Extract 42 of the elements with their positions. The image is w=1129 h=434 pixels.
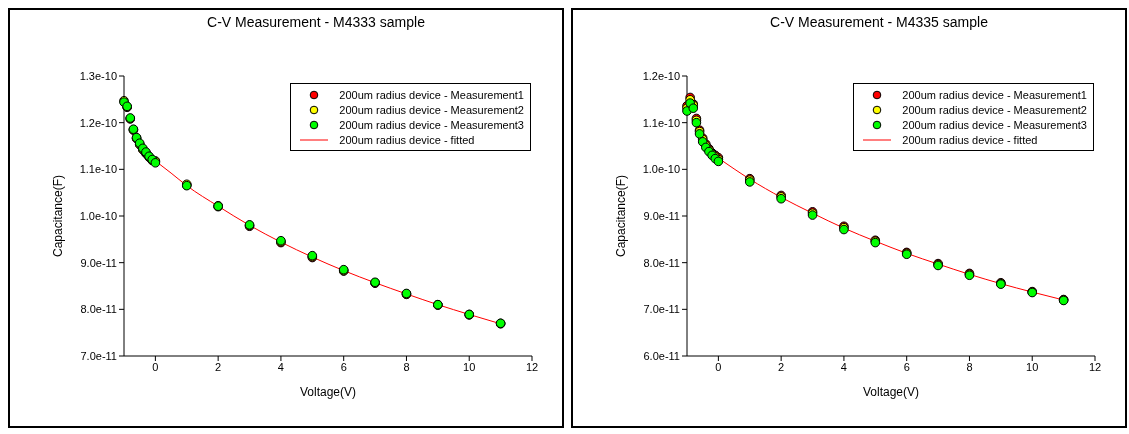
x-tick-label: 10: [463, 360, 476, 373]
x-tick-label: 8: [403, 360, 410, 373]
y-tick-label: 1.1e-10: [79, 163, 117, 176]
legend-label: 200um radius device - Measurement3: [339, 118, 524, 131]
y-axis-title: Capacitance(F): [51, 174, 66, 258]
y-tick-label: 1.2e-10: [642, 69, 680, 82]
legend-label: 200um radius device - fitted: [339, 133, 475, 146]
chart-title: C-V Measurement - M4335 sample: [769, 14, 989, 30]
y-tick-label: 1.3e-10: [79, 69, 117, 82]
x-tick-label: 12: [525, 360, 539, 373]
y-tick-label: 8.0e-11: [80, 303, 117, 316]
x-tick-label: 4: [277, 360, 284, 373]
x-tick-label: 12: [1088, 360, 1102, 373]
y-tick-label: 7.0e-11: [80, 349, 117, 362]
x-tick-label: 6: [340, 360, 347, 373]
x-tick-label: 0: [152, 360, 159, 373]
chart-title: C-V Measurement - M4333 sample: [206, 14, 426, 30]
x-tick-label: 10: [1026, 360, 1039, 373]
legend-label: 200um radius device - Measurement2: [339, 103, 524, 116]
x-tick-label: 6: [903, 360, 910, 373]
y-tick-label: 7.0e-11: [643, 303, 680, 316]
x-axis-title: Voltage(V): [862, 385, 920, 399]
legend-label: 200um radius device - Measurement1: [902, 88, 1087, 101]
x-tick-label: 4: [840, 360, 847, 373]
y-tick-label: 1.0e-10: [642, 163, 680, 176]
y-tick-label: 1.0e-10: [79, 209, 117, 222]
y-tick-label: 9.0e-11: [643, 209, 680, 222]
legend-label: 200um radius device - Measurement2: [902, 103, 1087, 116]
y-tick-label: 1.1e-10: [642, 116, 680, 129]
y-tick-label: 6.0e-11: [643, 349, 680, 362]
legend-label: 200um radius device - fitted: [902, 133, 1038, 146]
x-tick-label: 2: [778, 360, 785, 373]
x-tick-label: 0: [715, 360, 722, 373]
y-axis-title: Capacitance(F): [614, 174, 629, 258]
legend-label: 200um radius device - Measurement1: [339, 88, 524, 101]
x-tick-label: 2: [215, 360, 222, 373]
y-tick-label: 8.0e-11: [643, 256, 680, 269]
y-tick-label: 1.2e-10: [79, 116, 117, 129]
y-tick-label: 9.0e-11: [80, 256, 117, 269]
x-axis-title: Voltage(V): [299, 385, 357, 399]
legend-label: 200um radius device - Measurement3: [902, 118, 1087, 131]
x-tick-label: 8: [966, 360, 973, 373]
